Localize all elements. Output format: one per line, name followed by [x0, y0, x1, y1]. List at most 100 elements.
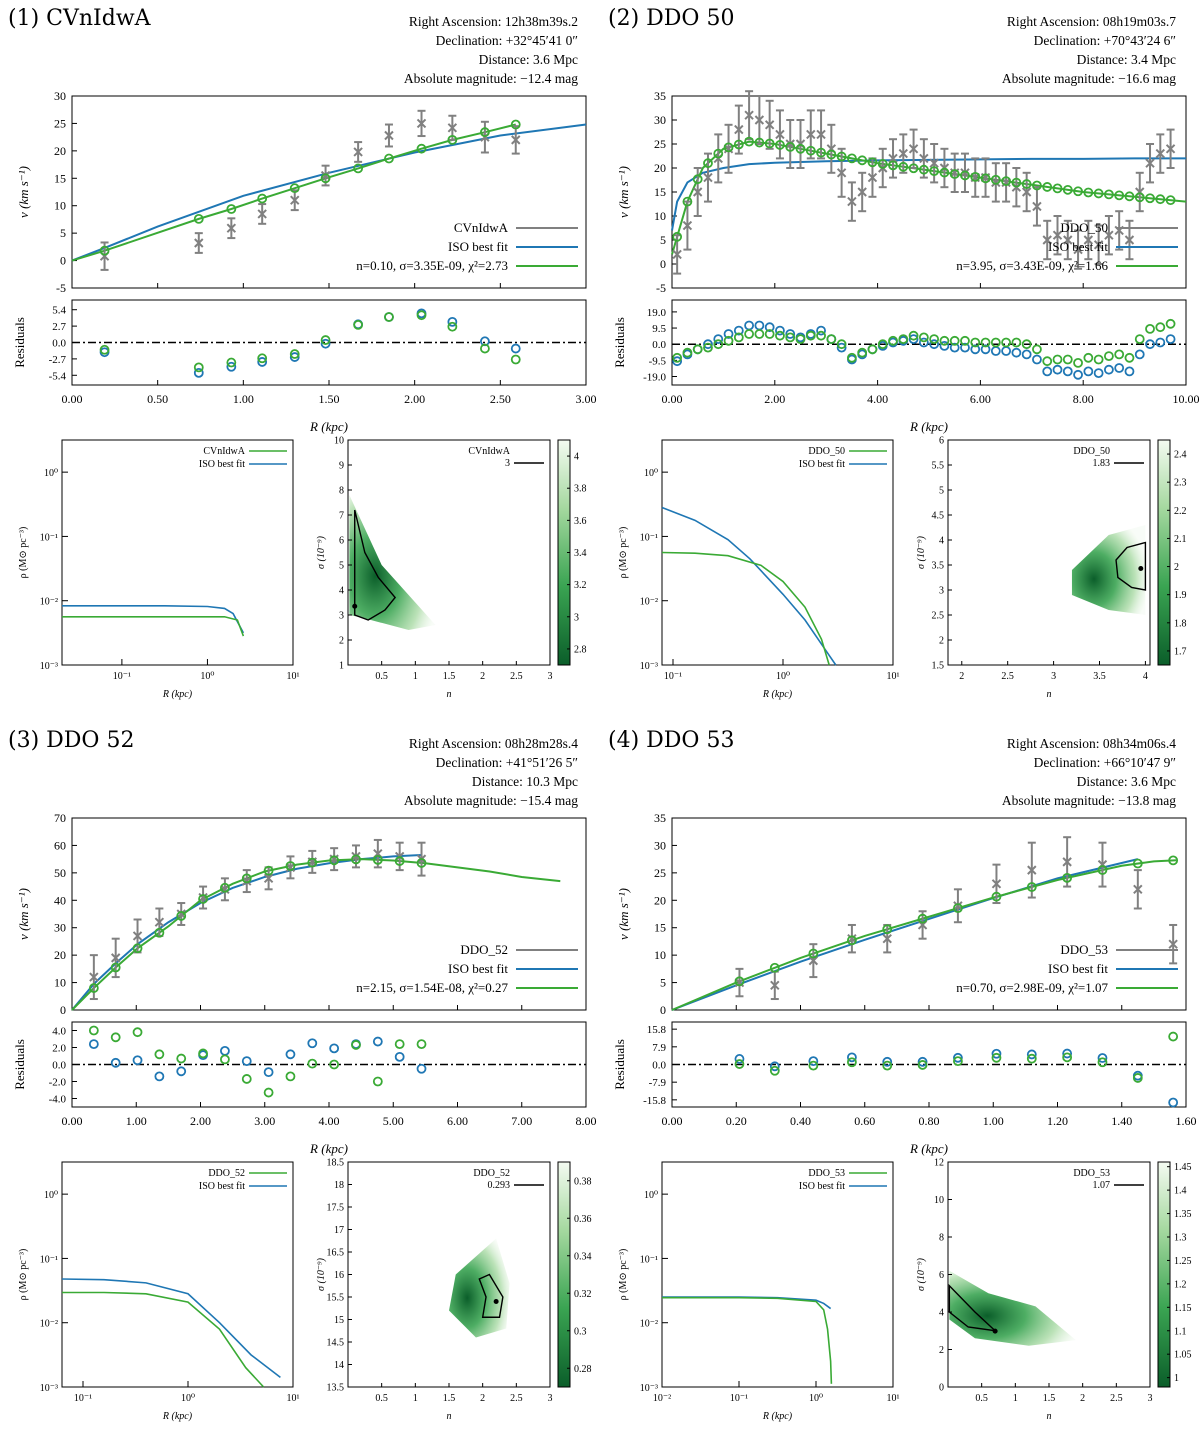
panel-3-chi2-xtick-label: 1: [413, 1393, 418, 1404]
panel-3-meta: Right Ascension: 08h28m28s.4 Declination…: [404, 734, 578, 810]
panel-2-residual-iso: [836, 342, 847, 353]
panel-3-density-r-axis-label: R (kpc): [162, 1411, 193, 1422]
panel-4-chi2-heat-region: [949, 1270, 1076, 1346]
panel-1-model-marker: [226, 204, 237, 214]
panel-2-model-marker: [990, 174, 1001, 185]
panel-2-colorbar-tick-label: 2.1: [1174, 534, 1187, 545]
panel-4-chi2-ytick-label: 12: [934, 1158, 944, 1169]
panel-3-residual-iso: [110, 1057, 121, 1068]
panel-1-residual-model: [226, 357, 237, 368]
panel-2-residual-iso: [1052, 364, 1063, 375]
panel-3-residual-model: [416, 1039, 427, 1049]
panel-4-model-marker: [808, 948, 819, 959]
panel-3-residual-iso: [154, 1071, 165, 1082]
panel-2-residual-model: [1145, 323, 1155, 334]
panel-2-model-marker: [970, 171, 981, 182]
panel-2-ytick-label: 20: [654, 161, 666, 175]
panel-2-residual-model: [744, 329, 754, 339]
panel-4-xtick-label: 0.40: [790, 1114, 811, 1128]
panel-4-density-xtick-label: 10¹: [887, 1393, 900, 1404]
panel-2-model-marker: [929, 166, 940, 177]
panel-2-residual-model: [764, 329, 775, 339]
panel-4-colorbar-tick-label: 1.4: [1174, 1186, 1187, 1197]
panel-2-data-point: [1145, 158, 1155, 168]
panel-4-data-point: [1168, 939, 1178, 949]
panel-2-data-point: [672, 249, 682, 260]
panel-4-residual-iso: [808, 1056, 819, 1067]
panel-4-density-legend-galaxy: DDO_53: [808, 1168, 845, 1179]
panel-1-density-frame: [61, 439, 294, 666]
panel-3-rotation-frame: [71, 817, 587, 1011]
panel-3-residual-model: [220, 1054, 230, 1065]
panel-2-residual-iso: [1011, 347, 1022, 358]
panel-3-residual-model: [110, 1032, 121, 1043]
panel-1-chi2-xtick-label: 1: [413, 671, 418, 682]
panel-2-residual-iso: [703, 339, 713, 350]
panel-1-chi2-ytick-label: 8: [339, 486, 344, 497]
panel-2-legend-iso-label: ISO best fit: [1048, 239, 1108, 254]
panel-1-sigma-axis-label: σ (10⁻⁹): [316, 535, 327, 569]
panel-3-density-xtick-label: 10⁻¹: [74, 1393, 92, 1404]
panel-1-xtick-label: 0.00: [62, 392, 83, 406]
panel-2-residual-model: [877, 339, 888, 350]
panel-1-model-marker: [320, 173, 331, 184]
panel-2-r-axis-label: R (kpc): [909, 419, 948, 434]
panel-2-model-marker: [713, 148, 724, 159]
panel-2-model-marker: [733, 139, 744, 150]
panel-2-ytick-label: 10: [654, 209, 666, 223]
panel-1-density-model-curve: [62, 615, 245, 637]
panel-1-residual-model: [289, 349, 300, 359]
panel-3-colorbar: [557, 1161, 571, 1388]
panel-2-data-point: [692, 187, 703, 197]
panel-2-model-marker: [744, 136, 754, 147]
panel-3-legend-iso-label: ISO best fit: [448, 961, 508, 976]
panel-2-data-point: [888, 153, 898, 164]
panel-1-density-ytick-label: 10⁻²: [40, 597, 58, 608]
panel-3-colorbar-tick-label: 0.34: [574, 1251, 592, 1262]
panel-4-ytick-label: 5: [660, 976, 666, 990]
panel-2-residual-model: [1155, 322, 1166, 333]
panel-4-res-ytick-label: 0.0: [652, 1060, 666, 1072]
panel-2-data-point: [816, 129, 826, 140]
panel-2-data-point: [1073, 244, 1083, 255]
panel-1-residual-model: [193, 362, 204, 373]
panel-3-density-ytick-label: 10⁰: [44, 1190, 58, 1201]
panel-1-data-point: [320, 170, 331, 181]
panel-3-density-frame: [61, 1161, 294, 1388]
panel-3-xtick-label: 3.00: [254, 1114, 275, 1128]
panel-2-residual-iso: [785, 329, 796, 339]
panel-2-residual-iso: [1134, 349, 1145, 360]
panel-2-model-curve: [671, 140, 1187, 255]
panel-3-residual-iso: [88, 1039, 99, 1049]
panel-2-model-marker: [672, 231, 683, 242]
panel-2-density-ytick-label: 10⁰: [644, 468, 658, 479]
panel-2-chi2-ytick-label: 2.5: [932, 611, 945, 622]
panel-2-n-axis-label: n: [1047, 689, 1052, 700]
panel-3-res-ytick-label: 4.0: [52, 1026, 66, 1038]
panel-2-model-marker: [692, 174, 703, 185]
panel-3-chi2-frame: [347, 1161, 551, 1388]
panel-2-residual-model: [867, 344, 878, 355]
panel-4-residual-model: [769, 1065, 780, 1076]
panel-2-residual-model: [1124, 352, 1135, 363]
panel-3-residual-model: [198, 1048, 208, 1059]
panel-1-res-ytick-label: 2.7: [52, 321, 66, 333]
panel-2-residual-iso: [744, 320, 754, 331]
panel-3-chi2-legend-value: 0.293: [488, 1180, 511, 1191]
panel-2-density-ytick-label: 10⁻²: [640, 597, 658, 608]
panel-2-residual-iso: [713, 334, 724, 345]
panel-2-residual-model: [898, 334, 909, 345]
panel-4-meta: Right Ascension: 08h34m06s.4 Declination…: [1002, 734, 1176, 810]
panel-4-rho-axis-label: ρ (M⊙ pc⁻³): [618, 1249, 629, 1301]
panel-2-res-ytick-label: 19.0: [647, 307, 667, 319]
panel-3-model-marker: [307, 857, 318, 868]
panel-2-model-marker: [754, 137, 765, 148]
panel-4-residual-model: [734, 1059, 745, 1069]
panel-3-residuals-axis-label: Residuals: [12, 1039, 27, 1090]
panel-1-rotation-frame: [71, 95, 587, 289]
panel-2-residual-model: [733, 332, 744, 343]
panel-2-model-marker: [939, 167, 950, 178]
panel-2-residual-model: [1083, 352, 1094, 363]
panel-4-data-point: [770, 980, 780, 991]
